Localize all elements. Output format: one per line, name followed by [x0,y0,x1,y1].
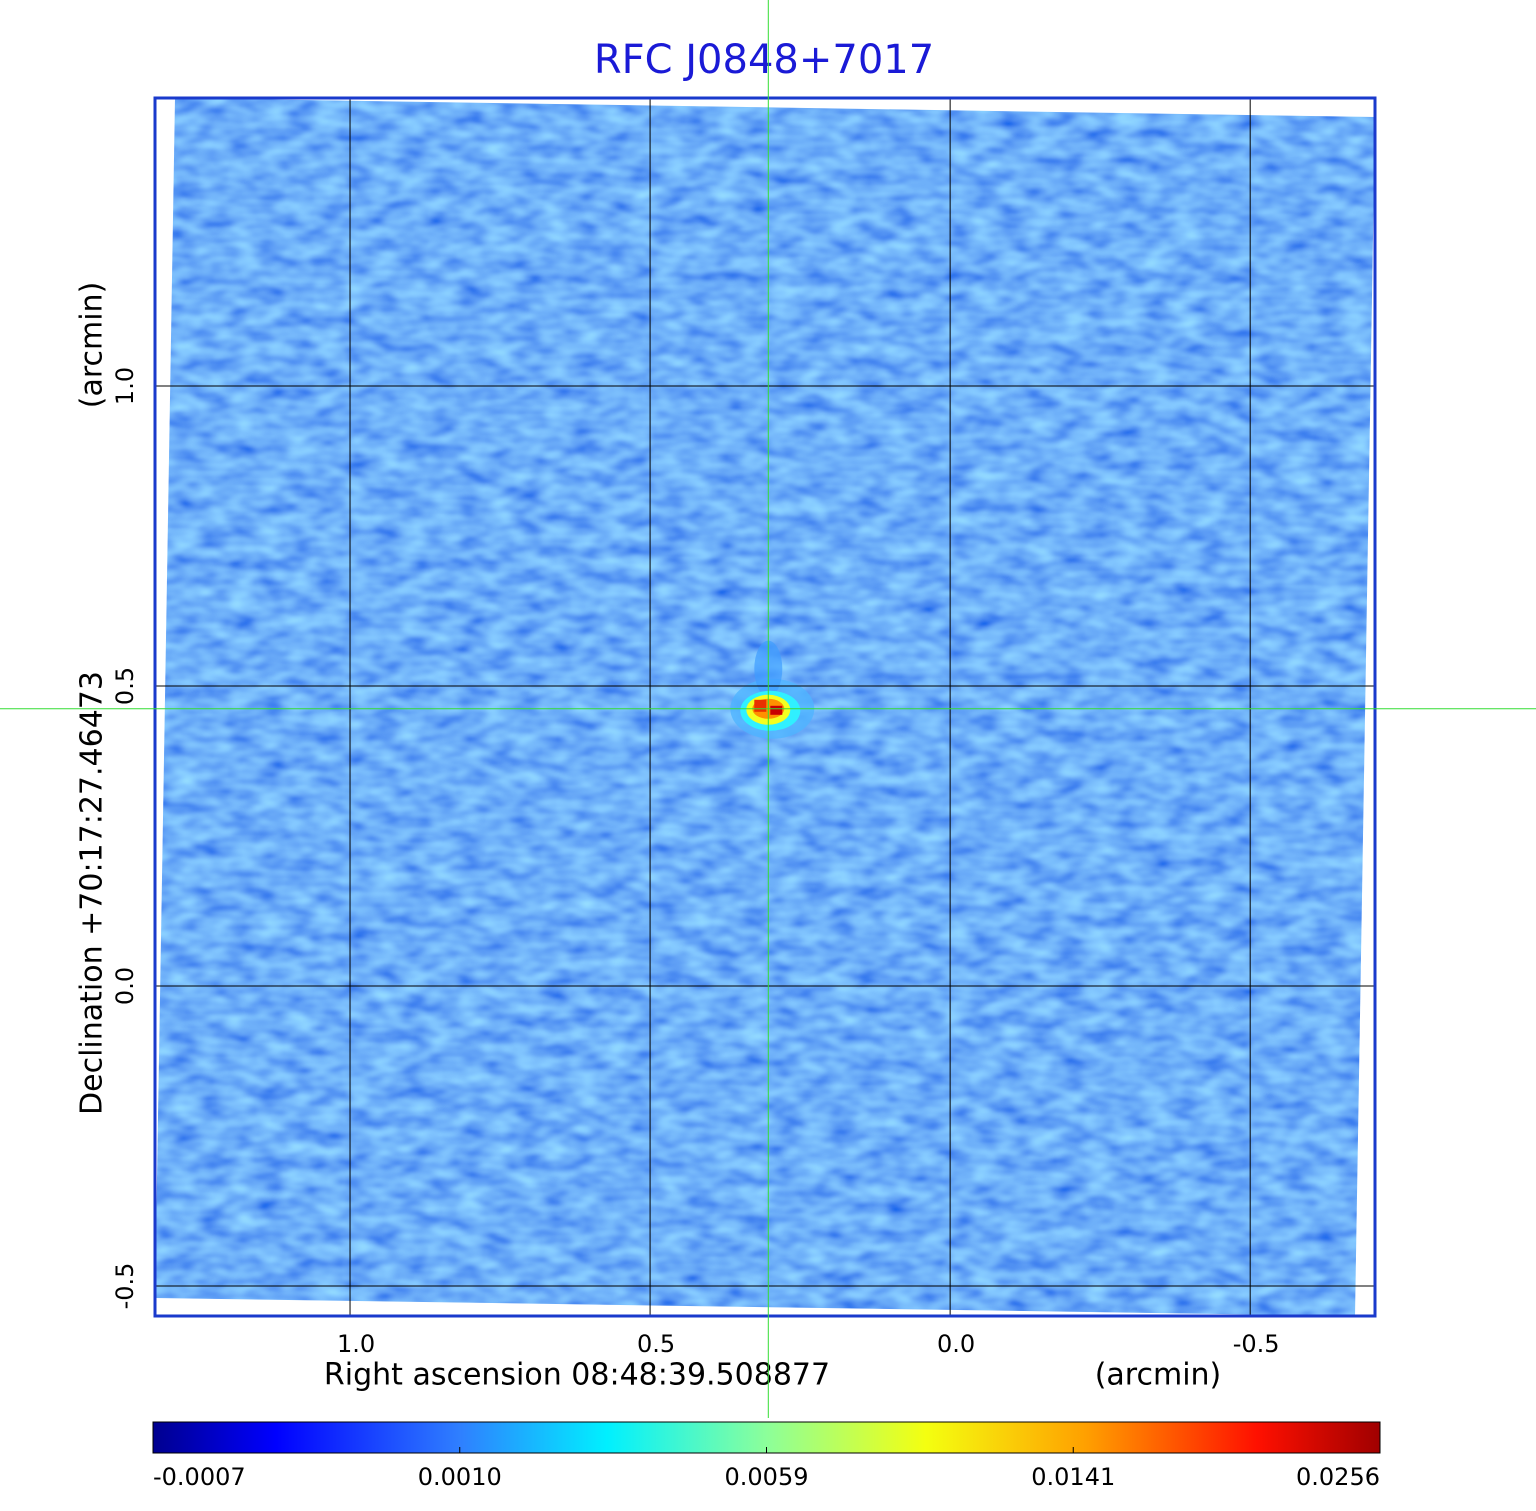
x-tick-label: 1.0 [337,1330,375,1358]
colorbar-tick-label: 0.0141 [1031,1463,1115,1491]
chart-title: RFC J0848+7017 [594,37,934,83]
y-axis-unit: (arcmin) [75,282,110,409]
y-tick-label: 1.0 [111,367,139,405]
colorbar-tick-label: 0.0256 [1296,1463,1380,1491]
y-tick-label: 0.5 [111,667,139,705]
x-axis-label: Right ascension 08:48:39.508877 [324,1358,830,1393]
x-tick-label: 0.5 [637,1330,675,1358]
colorbar-tick-label: 0.0010 [418,1463,502,1491]
x-tick-label: -0.5 [1233,1330,1280,1358]
x-axis-unit: (arcmin) [1095,1358,1222,1393]
colorbar-tick-label: -0.0007 [153,1463,246,1491]
source-core [770,705,783,715]
y-axis-label: Declination +70:17:27.46473 [75,671,110,1115]
y-tick-label: -0.5 [111,1263,139,1310]
frame [153,96,1377,1318]
x-tick-label: 0.0 [937,1330,975,1358]
y-tick-label: 0.0 [111,967,139,1005]
colorbar-tick-label: 0.0059 [725,1463,809,1491]
source-core [754,699,767,712]
